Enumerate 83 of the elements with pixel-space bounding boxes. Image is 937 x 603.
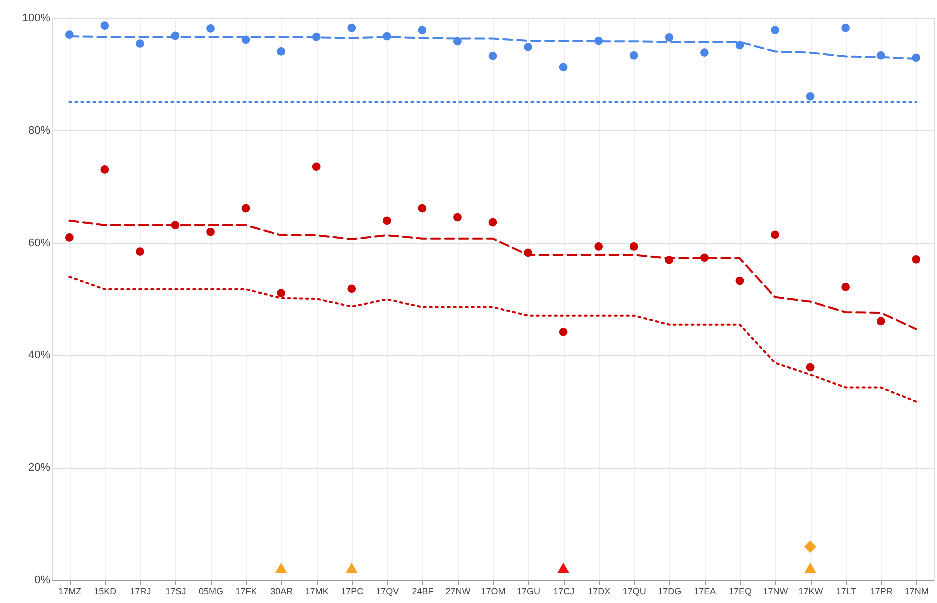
line-series xyxy=(68,276,918,403)
point xyxy=(559,328,568,336)
x-tick-label: 17GU xyxy=(517,586,541,596)
point xyxy=(876,317,886,326)
y-tick-label: 100% xyxy=(22,12,51,24)
point xyxy=(100,166,110,174)
x-tick-label: 17EA xyxy=(694,586,716,596)
point xyxy=(594,36,604,46)
x-tick-label: 17LT xyxy=(836,586,857,596)
point xyxy=(242,36,250,44)
x-tick-label: 05MG xyxy=(199,586,224,596)
point xyxy=(312,162,321,172)
point xyxy=(630,51,638,60)
point xyxy=(771,26,780,35)
x-tick-label: 17NW xyxy=(763,586,789,596)
point xyxy=(454,37,462,46)
point xyxy=(171,32,180,40)
x-tick-label: 27NW xyxy=(446,586,472,596)
x-tick-label: 17OM xyxy=(481,586,506,596)
x-tick-label: 17SJ xyxy=(166,586,186,596)
point xyxy=(348,24,356,32)
x-tick-label: 17FK xyxy=(236,586,258,596)
point xyxy=(771,230,780,240)
point xyxy=(806,92,815,101)
point xyxy=(206,24,215,33)
x-tick-label: 17PC xyxy=(341,586,364,596)
x-tick-label: 17EQ xyxy=(728,586,752,596)
x-tick-label: 17CJ xyxy=(554,586,575,596)
point xyxy=(630,242,638,251)
x-tick-label: 17MK xyxy=(305,586,329,596)
x-tick-label: 17DX xyxy=(588,586,611,596)
point xyxy=(348,284,356,294)
point xyxy=(488,52,498,60)
y-tick-label: 60% xyxy=(28,237,51,250)
x-tick-label: 17PR xyxy=(870,586,894,596)
point xyxy=(171,221,180,230)
point xyxy=(559,63,568,72)
y-tick-label: 0% xyxy=(34,574,51,586)
point xyxy=(136,248,144,256)
x-tick-label: 24BF xyxy=(412,586,434,596)
point xyxy=(136,40,144,48)
point xyxy=(700,254,709,262)
point xyxy=(842,24,850,32)
x-tick-label: 17NM xyxy=(904,586,929,596)
point xyxy=(842,283,850,292)
point xyxy=(876,51,886,60)
y-tick-label: 80% xyxy=(28,124,51,137)
point xyxy=(65,30,74,40)
point xyxy=(700,48,709,58)
point xyxy=(488,218,498,227)
x-tick-label: 17QV xyxy=(376,586,400,596)
x-tick-label: 17RJ xyxy=(130,586,152,596)
point xyxy=(736,276,744,286)
x-tick-label: 17MZ xyxy=(58,586,82,596)
x-tick-label: 17KW xyxy=(798,586,824,596)
point xyxy=(312,32,321,42)
x-tick-label: 17QU xyxy=(622,586,646,596)
point xyxy=(594,242,604,251)
point xyxy=(524,43,532,52)
y-tick-label: 40% xyxy=(28,350,51,362)
point xyxy=(277,48,286,56)
point xyxy=(912,54,921,62)
x-tick-label: 30AR xyxy=(270,586,294,596)
point xyxy=(524,248,532,258)
point xyxy=(242,204,250,213)
point xyxy=(418,26,427,35)
point xyxy=(665,33,674,42)
point xyxy=(382,32,392,41)
point xyxy=(665,256,674,264)
x-tick-label: 15KD xyxy=(94,586,118,596)
point xyxy=(65,234,74,242)
point xyxy=(206,228,215,236)
point xyxy=(418,204,427,213)
point xyxy=(736,41,744,50)
point xyxy=(382,216,392,226)
point xyxy=(912,255,921,264)
point xyxy=(100,22,110,30)
x-tick-label: 17DG xyxy=(658,586,682,596)
point xyxy=(454,213,462,222)
point xyxy=(806,363,815,372)
line-series xyxy=(68,220,918,330)
y-tick-label: 20% xyxy=(28,462,51,474)
point xyxy=(277,289,286,298)
